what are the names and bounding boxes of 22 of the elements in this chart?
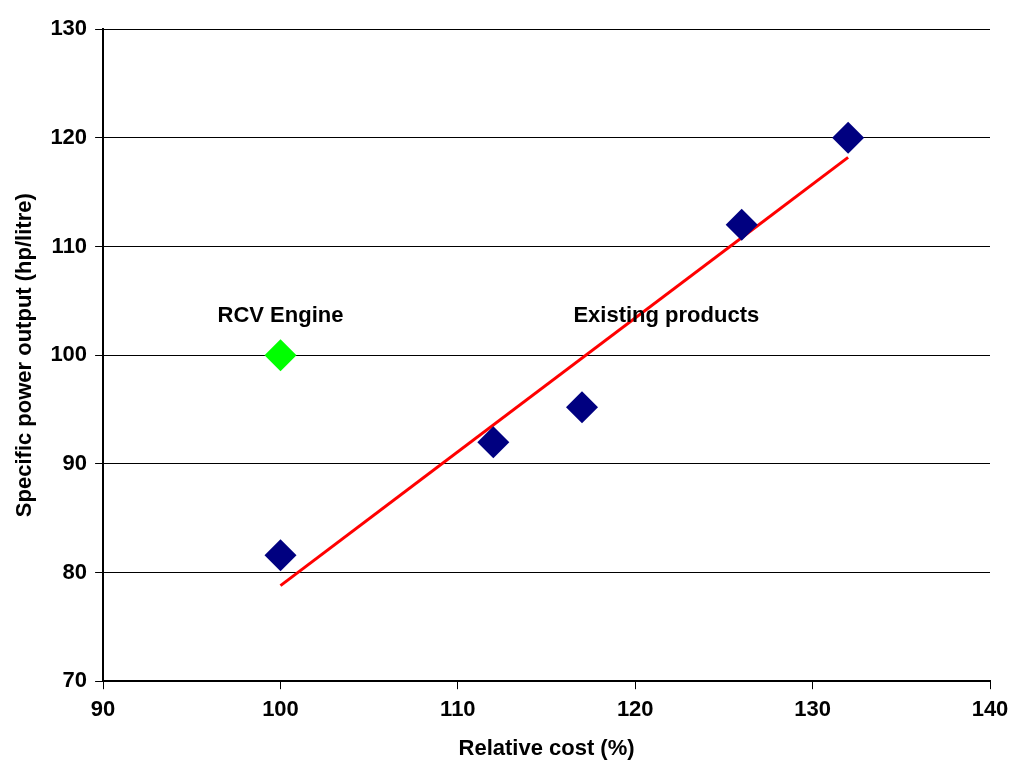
y-tick-label: 120	[50, 123, 88, 149]
y-tick-label: 110	[51, 232, 88, 258]
y-tick-label: 130	[50, 15, 88, 41]
x-tick-label: 100	[262, 696, 299, 722]
y-tick-label: 90	[62, 449, 88, 475]
point	[477, 426, 510, 459]
x-tick-label: 140	[971, 696, 1009, 722]
annotation: RCV Engine	[217, 302, 344, 328]
x-tick-label: 130	[794, 696, 831, 722]
x-tick-label: 90	[90, 696, 116, 722]
point	[264, 339, 297, 372]
x-axis-title: Relative cost (%)	[458, 734, 635, 760]
x-tick-label: 120	[616, 696, 654, 722]
y-tick-label: 100	[50, 341, 88, 367]
point	[566, 391, 599, 424]
point	[264, 539, 297, 572]
x-tick-label: 110	[440, 696, 476, 722]
y-tick-label: 70	[62, 667, 88, 693]
y-tick-label: 80	[62, 558, 88, 584]
y-axis-title: Specific power output (hp/litre)	[11, 193, 37, 518]
point	[725, 208, 758, 241]
point	[832, 121, 865, 154]
